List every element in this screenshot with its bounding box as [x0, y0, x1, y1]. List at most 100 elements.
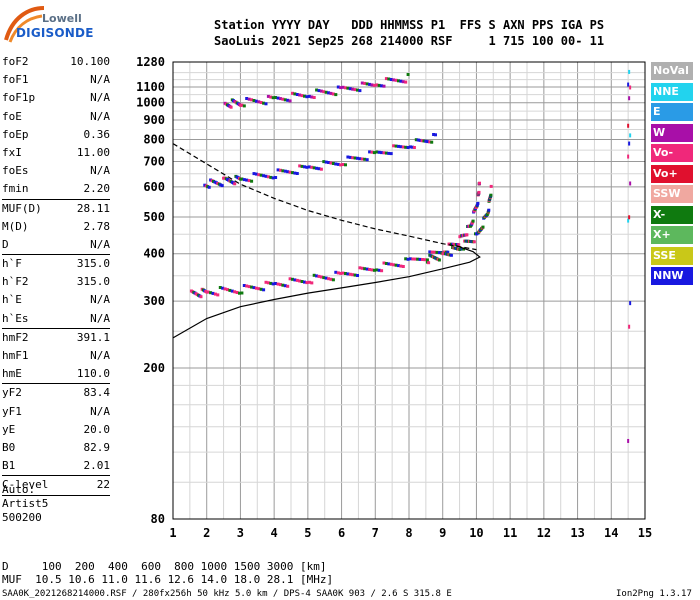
echo-point	[406, 73, 410, 76]
x-tick-label: 10	[469, 526, 483, 540]
y-tick-label: 600	[143, 180, 165, 194]
echo-point	[384, 262, 388, 265]
param-name: foEp	[2, 127, 29, 141]
param-name: fxI	[2, 145, 22, 159]
plot-frame	[172, 61, 646, 520]
echo-point	[399, 145, 403, 149]
legend-entry: E	[651, 103, 693, 121]
echo-point	[334, 162, 338, 166]
echo-point	[368, 268, 372, 271]
echo-point	[228, 288, 232, 292]
echo-point	[331, 92, 335, 96]
ionospheric-parameters: foF2 10.100 foF1 N/A foF1p N/A foE N/A foEp 0.36 f…	[2, 53, 110, 496]
echo-point	[472, 240, 476, 244]
echo-point	[389, 152, 393, 156]
echo-point	[252, 172, 256, 176]
echo-point	[291, 277, 294, 281]
echo-point	[307, 280, 311, 284]
echo-point	[339, 271, 343, 275]
echo-point	[283, 98, 287, 102]
legend-entry: Vo+	[651, 164, 693, 183]
echo-point	[324, 90, 328, 94]
echo-point	[279, 283, 282, 287]
echo-point	[229, 105, 233, 109]
echo-point	[322, 90, 326, 94]
echo-point	[375, 150, 379, 154]
echo-point	[427, 261, 431, 265]
x-tick-label: 12	[537, 526, 551, 540]
echo-point	[412, 146, 416, 149]
echo-point	[300, 164, 304, 168]
echo-point	[384, 151, 388, 155]
x-tick-label: 7	[372, 526, 379, 540]
echo-point	[363, 267, 367, 271]
echo-point	[416, 138, 420, 142]
echo-point	[404, 257, 408, 261]
echo-point	[358, 266, 362, 270]
echo-point	[242, 284, 246, 287]
param-value: 22	[96, 478, 110, 492]
echo-point	[406, 146, 410, 149]
echo-point	[262, 174, 266, 178]
echo-point	[259, 287, 263, 291]
echo-point	[360, 157, 364, 161]
echo-point	[238, 291, 241, 295]
echo-point	[394, 263, 398, 267]
param-row: MUF(D) 28.11	[2, 198, 110, 218]
legend-entry: SSW	[651, 185, 693, 203]
echo-point	[476, 201, 480, 205]
echo-point	[404, 80, 408, 84]
echo-point	[341, 85, 345, 89]
param-name: hmF2	[2, 330, 29, 344]
echo-point	[245, 97, 249, 100]
echo-point	[336, 162, 340, 166]
muf-row: MUF 10.5 10.6 11.0 11.6 12.6 14.0 18.0 2…	[2, 573, 334, 586]
param-name: D	[2, 237, 9, 251]
echo-point	[380, 269, 384, 273]
param-name: yF1	[2, 404, 22, 418]
param-row: h`Es N/A	[2, 310, 110, 328]
echo-point	[399, 264, 403, 268]
echo-point	[418, 138, 422, 142]
x-tick-label: 3	[237, 526, 244, 540]
x-tick-label: 15	[638, 526, 652, 540]
echo-point	[252, 286, 256, 290]
echo-point	[435, 250, 439, 254]
param-name: h`Es	[2, 311, 29, 325]
param-row: foEp 0.36	[2, 126, 110, 144]
echo-point	[281, 169, 285, 173]
echo-point	[387, 77, 391, 81]
echo-point	[348, 155, 352, 159]
param-row: hmF1 N/A	[2, 347, 110, 365]
echo-point	[360, 266, 364, 270]
echo-point	[365, 158, 369, 162]
echo-point	[433, 250, 437, 254]
param-value: 20.0	[83, 422, 111, 436]
echo-point	[322, 160, 326, 164]
echo-point	[264, 280, 268, 284]
echo-point	[274, 282, 278, 285]
echo-point	[211, 291, 215, 295]
param-row: B1 2.01	[2, 457, 110, 475]
echo-point	[315, 166, 319, 170]
y-tick-label: 200	[143, 361, 165, 375]
echo-point	[363, 157, 367, 161]
echo-point	[394, 78, 398, 82]
echo-point	[336, 271, 340, 275]
param-value: 10.100	[70, 55, 110, 68]
echo-point	[392, 78, 396, 82]
header-columns: Station YYYY DAY DDD HHMMSS P1 FFS S AXN…	[214, 18, 605, 32]
echo-point	[334, 93, 338, 97]
x-tick-label: 9	[439, 526, 446, 540]
y-tick-label: 500	[143, 210, 165, 224]
param-name: foF1	[2, 73, 29, 87]
echo-point	[220, 184, 224, 188]
interference-mark	[628, 96, 631, 101]
echo-point	[305, 281, 309, 285]
echo-point	[384, 77, 388, 81]
param-row: fxI 11.00	[2, 144, 110, 162]
x-tick-label: 2	[203, 526, 210, 540]
echo-point	[457, 243, 461, 247]
echo-point	[310, 165, 314, 169]
echo-point	[477, 190, 481, 194]
